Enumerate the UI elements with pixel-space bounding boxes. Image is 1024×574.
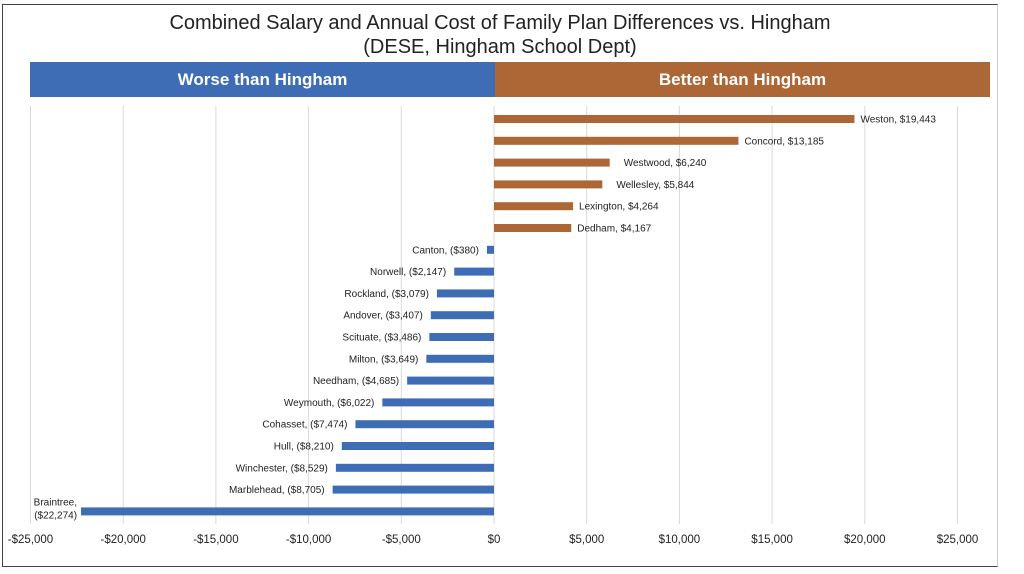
- data-label: Canton, ($380): [412, 245, 479, 256]
- x-tick-label: $15,000: [751, 534, 793, 546]
- x-tick-label: $10,000: [659, 534, 701, 546]
- bar-andover: [430, 311, 494, 320]
- bar-winchester: [335, 463, 494, 472]
- bar-westwood: [494, 158, 610, 167]
- data-label: Weston, $19,443: [860, 115, 936, 126]
- x-tick-label: -$15,000: [193, 534, 238, 546]
- data-label: Winchester, ($8,529): [236, 463, 328, 474]
- data-label: Scituate, ($3,486): [342, 333, 421, 344]
- bar-weston: [494, 115, 855, 123]
- data-label: Hull, ($8,210): [274, 442, 334, 453]
- data-label: Westwood, $6,240: [624, 158, 707, 169]
- better-than-hingham-band: Better than Hingham: [495, 62, 990, 97]
- bar-weymouth: [382, 398, 494, 407]
- worse-than-hingham-band: Worse than Hingham: [30, 62, 495, 97]
- data-label: Wellesley, $5,844: [616, 180, 694, 191]
- data-label: Andover, ($3,407): [343, 311, 423, 322]
- chart-frame: [2, 4, 998, 567]
- x-tick-label: $25,000: [937, 534, 979, 546]
- data-label: Needham, ($4,685): [313, 376, 399, 387]
- data-label: Lexington, $4,264: [579, 202, 659, 213]
- x-tick-label: $5,000: [569, 534, 604, 546]
- data-label: Concord, $13,185: [744, 136, 824, 147]
- bar-concord: [494, 136, 739, 145]
- data-label: Dedham, $4,167: [577, 224, 651, 235]
- bar-needham: [407, 376, 494, 385]
- data-label: Rockland, ($3,079): [344, 289, 429, 300]
- bar-wellesley: [494, 180, 603, 189]
- x-tick-label: -$10,000: [286, 534, 331, 546]
- data-label: Weymouth, ($6,022): [284, 398, 374, 409]
- bar-norwell: [454, 267, 494, 276]
- bar-dedham: [494, 224, 572, 232]
- bar-milton: [426, 354, 494, 363]
- x-tick-label: -$20,000: [100, 534, 145, 546]
- bar-hull: [341, 442, 494, 450]
- data-label: Marblehead, ($8,705): [229, 485, 325, 496]
- data-label: Braintree,: [34, 497, 77, 508]
- chart-title: Combined Salary and Annual Cost of Famil…: [169, 12, 831, 34]
- bar-marblehead: [332, 485, 494, 494]
- bar-canton: [486, 245, 494, 254]
- data-label: Milton, ($3,649): [349, 354, 418, 365]
- chart-subtitle: (DESE, Hingham School Dept): [363, 36, 637, 58]
- x-tick-label: -$25,000: [8, 534, 53, 546]
- data-label: Norwell, ($2,147): [370, 267, 446, 278]
- bar-lexington: [494, 202, 574, 211]
- bar-rockland: [436, 289, 494, 298]
- bar-scituate: [429, 333, 494, 341]
- x-tick-label: -$5,000: [382, 534, 421, 546]
- bar-cohasset: [355, 420, 494, 429]
- x-tick-label: $0: [488, 534, 501, 546]
- x-tick-label: $20,000: [844, 534, 886, 546]
- data-label: ($22,274): [34, 510, 77, 521]
- data-label: Cohasset, ($7,474): [262, 420, 347, 431]
- bar-braintree: [81, 507, 494, 516]
